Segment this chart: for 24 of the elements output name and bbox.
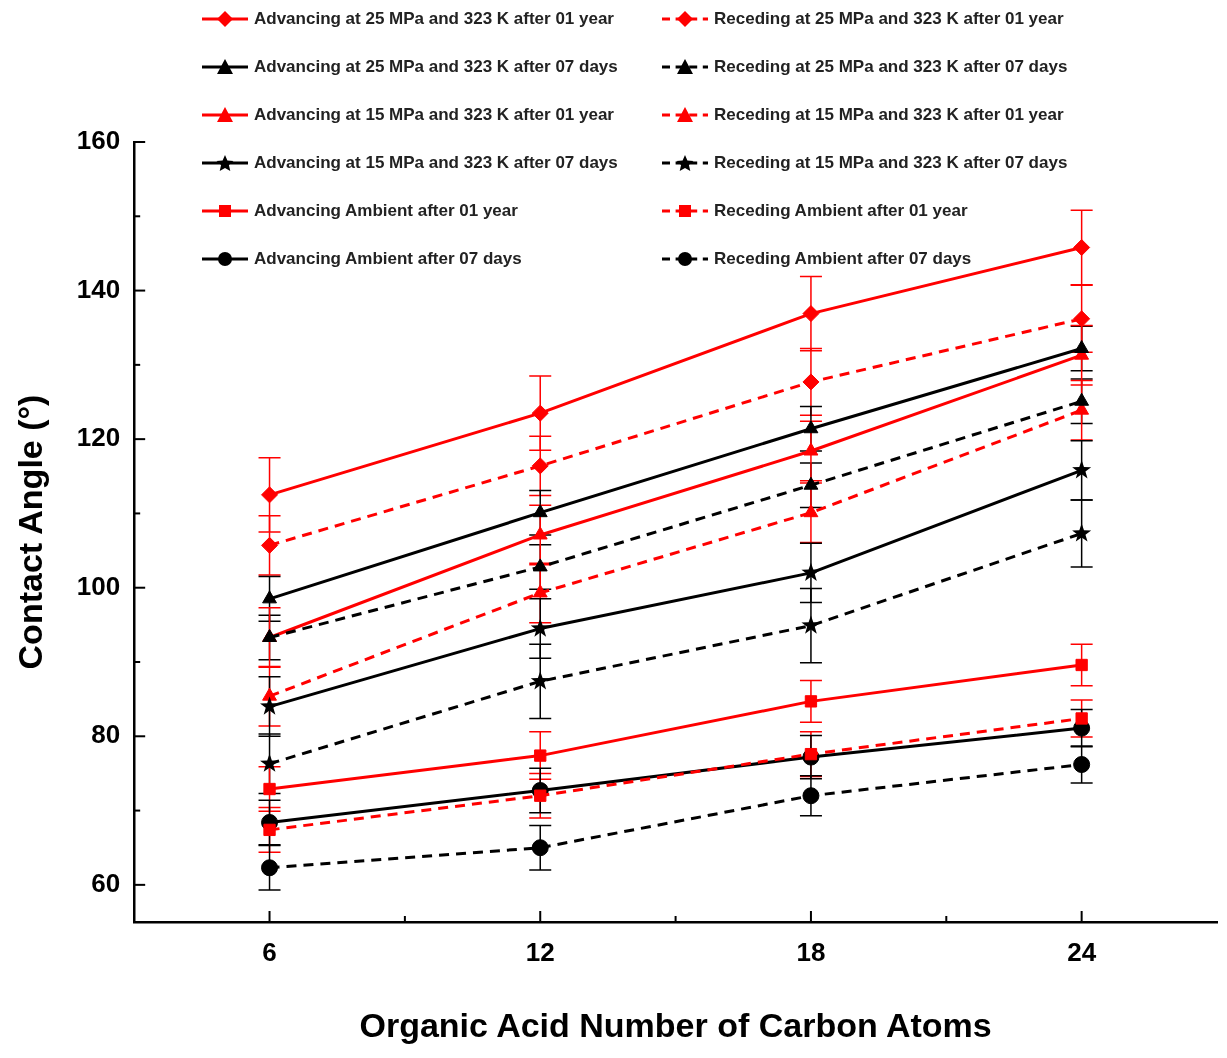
legend-label: Receding at 15 MPa and 323 K after 01 year [714, 105, 1064, 125]
legend-label: Receding at 25 MPa and 323 K after 07 days [714, 57, 1068, 77]
legend-label: Advancing at 15 MPa and 323 K after 07 days [254, 153, 618, 173]
legend-label: Advancing at 25 MPa and 323 K after 07 days [254, 57, 618, 77]
y-tick-label: 80 [91, 719, 121, 750]
y-tick-label: 60 [91, 868, 121, 899]
legend-label: Receding Ambient after 01 year [714, 201, 968, 221]
legend-label: Receding at 15 MPa and 323 K after 07 days [714, 153, 1068, 173]
legend-label: Advancing at 15 MPa and 323 K after 01 year [254, 105, 614, 125]
x-axis-title: Organic Acid Number of Carbon Atoms [359, 1005, 992, 1044]
legend-label: Receding at 25 MPa and 323 K after 01 year [714, 9, 1064, 29]
legend-label: Advancing at 25 MPa and 323 K after 01 year [254, 9, 614, 29]
x-tick-label: 18 [796, 936, 826, 967]
y-tick-label: 120 [76, 422, 121, 453]
y-tick-label: 160 [76, 125, 121, 156]
x-tick-label: 6 [262, 936, 277, 967]
y-tick-label: 140 [76, 273, 121, 304]
x-tick-label: 12 [525, 936, 555, 967]
y-axis-title: Contact Angle (°) [10, 394, 49, 670]
legend-label: Advancing Ambient after 07 days [254, 249, 522, 269]
y-tick-label: 100 [76, 570, 121, 601]
x-tick-label: 24 [1067, 936, 1097, 967]
legend-label: Receding Ambient after 07 days [714, 249, 972, 269]
legend-label: Advancing Ambient after 01 year [254, 201, 518, 221]
